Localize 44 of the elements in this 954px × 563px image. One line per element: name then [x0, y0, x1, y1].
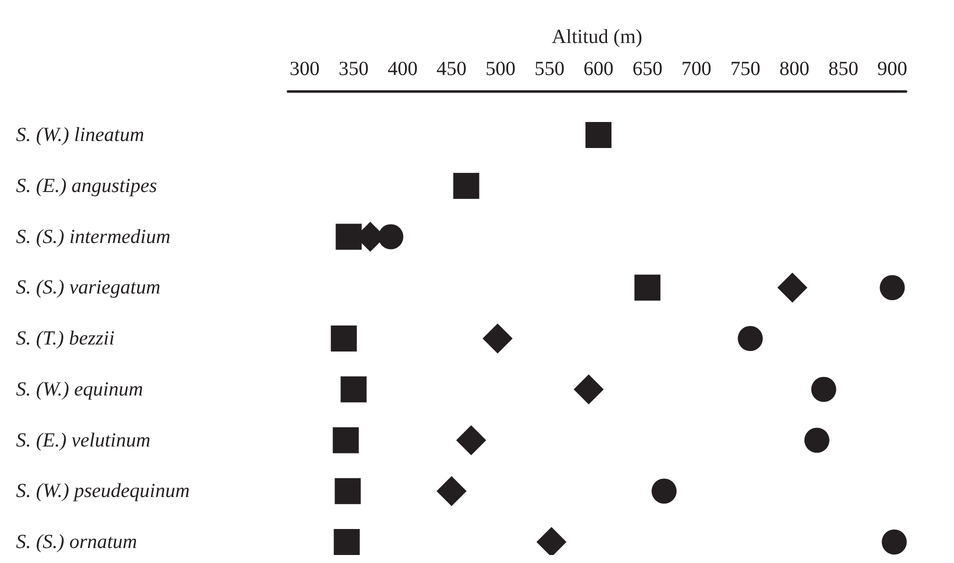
x-axis-title: Altitud (m)	[552, 26, 642, 48]
point	[378, 224, 404, 250]
x-tick-label: 300	[290, 58, 320, 80]
y-tick-label: S. (W.) lineatum	[16, 124, 144, 146]
point	[482, 324, 513, 354]
point	[811, 376, 836, 402]
x-tick-label: 550	[534, 58, 564, 80]
x-tick-label: 400	[388, 58, 418, 80]
x-tick-label: 900	[877, 58, 908, 80]
point	[652, 478, 677, 504]
point	[453, 172, 480, 199]
y-tick-label: S. (S.) variegatum	[16, 276, 160, 299]
x-tick-label: 500	[486, 58, 516, 80]
point	[634, 274, 660, 301]
point	[585, 122, 612, 148]
point	[336, 224, 362, 250]
point	[340, 376, 367, 402]
x-tick-label: 850	[828, 58, 858, 80]
y-tick-label: S. (S.) ornatum	[16, 531, 138, 553]
point	[880, 275, 905, 300]
x-tick-label: 600	[583, 58, 614, 80]
y-tick-label: S. (E.) velutinum	[16, 429, 150, 452]
y-tick-label: S. (W.) pseudequinum	[16, 480, 190, 502]
y-tick-label: S. (S.) intermedium	[16, 226, 170, 248]
x-tick-label: 350	[338, 58, 369, 80]
point	[804, 428, 830, 453]
x-tick-label: 450	[436, 58, 467, 80]
y-tick-label: S. (W.) equinum	[16, 378, 144, 400]
x-tick-label: 750	[730, 58, 760, 80]
point	[738, 326, 763, 351]
y-tick-label: S. (E.) angustipes	[16, 174, 158, 197]
point	[456, 425, 486, 456]
x-tick-label: 800	[779, 58, 810, 80]
y-tick-label: S. (T.) bezzii	[16, 328, 115, 350]
point	[334, 529, 360, 555]
point	[334, 478, 361, 504]
point	[436, 476, 467, 506]
point	[882, 530, 907, 554]
x-tick-label: 700	[681, 58, 712, 80]
point	[777, 272, 808, 303]
point	[574, 374, 604, 404]
point	[332, 427, 359, 454]
point	[330, 326, 357, 352]
x-tick-label: 650	[632, 58, 662, 80]
